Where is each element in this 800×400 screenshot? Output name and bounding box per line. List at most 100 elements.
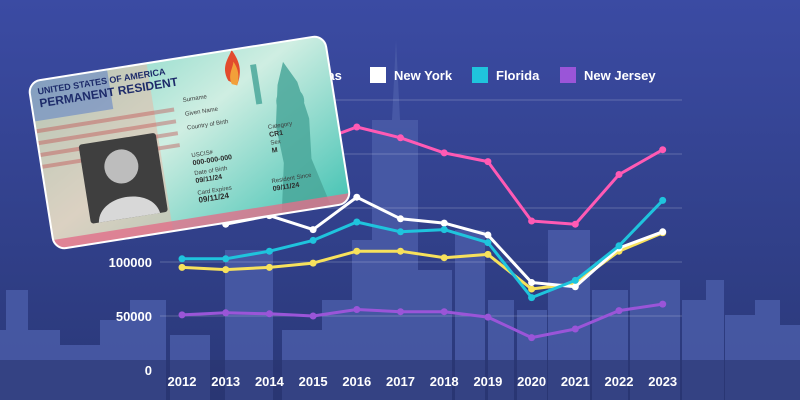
- card-field-label-4: USCIS#: [191, 150, 214, 159]
- legend-label-florida: Florida: [496, 68, 540, 83]
- point-florida-2018: [440, 226, 448, 234]
- point-texas-2016: [353, 247, 361, 255]
- card-dob-value: 09/11/24: [195, 174, 223, 185]
- point-florida-2022: [615, 242, 623, 250]
- point-new-jersey-2018: [440, 308, 448, 316]
- y-tick-label-2: 100000: [109, 255, 152, 270]
- portrait-head: [104, 149, 139, 184]
- point-florida-2014: [265, 247, 273, 255]
- statue-of-liberty-icon: [250, 61, 332, 214]
- card-resident-since-value: 09/11/24: [272, 182, 300, 193]
- point-new-york-2023: [659, 228, 667, 236]
- point-new-jersey-2014: [265, 310, 273, 318]
- point-florida-2020: [528, 294, 536, 302]
- point-new-jersey-2015: [309, 312, 317, 320]
- point-new-jersey-2017: [397, 308, 404, 316]
- point-texas-2015: [309, 259, 317, 267]
- series-new-jersey: [178, 300, 667, 342]
- point-new-jersey-2016: [353, 306, 361, 313]
- x-axis-ticks: 2012 2013 2014 2015 2016 2017 2018 2019 2020 2021…: [168, 374, 678, 389]
- point-new-jersey-2023: [659, 300, 667, 308]
- y-axis-ticks: 0 50000 100000: [109, 255, 152, 378]
- legend-label-new-jersey: New Jersey: [584, 68, 656, 83]
- x-tick-label-2015: 2015: [299, 374, 328, 389]
- x-tick-label-2020: 2020: [517, 374, 546, 389]
- x-tick-label-2016: 2016: [342, 374, 371, 389]
- card-sex-value: M: [271, 147, 278, 155]
- data-series: [178, 123, 667, 342]
- point-florida-2015: [309, 236, 317, 244]
- card-field-label-0: Surname: [182, 94, 208, 104]
- point-series-5-2016: [353, 123, 361, 131]
- point-texas-2014: [265, 263, 273, 271]
- point-florida-2017: [397, 228, 404, 236]
- point-texas-2019: [484, 250, 492, 258]
- point-new-york-2019: [484, 231, 492, 239]
- point-series-5-2023: [659, 146, 667, 154]
- point-series-5-2019: [484, 158, 492, 166]
- card-field-label-6: Card Expires: [197, 185, 232, 196]
- legend-swatch-new-jersey: [560, 67, 576, 83]
- card-field-label-3: Category: [268, 121, 293, 131]
- point-series-5-2018: [440, 149, 448, 157]
- legend-label-new-york: New York: [394, 68, 453, 83]
- point-texas-2013: [222, 266, 230, 274]
- y-tick-label-0: 0: [145, 363, 152, 378]
- torch-flame-icon: [225, 49, 240, 86]
- point-new-jersey-2012: [178, 311, 186, 319]
- point-florida-2013: [222, 255, 230, 263]
- x-tick-label-2018: 2018: [430, 374, 459, 389]
- card-field-label-8: Sex: [270, 139, 281, 147]
- series-florida: [178, 196, 667, 302]
- x-tick-label-2019: 2019: [473, 374, 502, 389]
- point-new-jersey-2019: [484, 313, 492, 321]
- point-series-5-2020: [528, 217, 536, 225]
- point-new-jersey-2013: [222, 309, 230, 317]
- point-new-jersey-2020: [528, 334, 536, 342]
- legend-swatch-new-york: [370, 67, 386, 83]
- point-series-5-2021: [571, 220, 579, 228]
- point-florida-2019: [484, 239, 492, 247]
- point-texas-2012: [178, 263, 186, 271]
- point-new-york-2020: [528, 279, 536, 286]
- legend-swatch-florida: [472, 67, 488, 83]
- point-new-york-2017: [397, 215, 404, 223]
- point-new-york-2015: [309, 226, 317, 234]
- x-tick-label-2017: 2017: [386, 374, 415, 389]
- point-texas-2018: [440, 254, 448, 262]
- point-new-york-2018: [440, 219, 448, 227]
- y-tick-label-1: 50000: [116, 309, 152, 324]
- point-florida-2012: [178, 255, 186, 263]
- card-border: [28, 35, 351, 250]
- card-category-value: CR1: [269, 130, 284, 139]
- point-new-york-2021: [571, 283, 579, 291]
- card-field-label-1: Given Name: [185, 107, 220, 118]
- green-card-image: UNITED STATES OF AMERICA PERMANENT RESID…: [28, 35, 351, 250]
- series-texas: [178, 229, 667, 293]
- series-series-5: [309, 123, 667, 228]
- point-texas-2020: [528, 285, 536, 293]
- series-line-new-jersey: [180, 302, 665, 340]
- x-tick-label-2022: 2022: [605, 374, 634, 389]
- series-line-florida: [180, 198, 665, 300]
- ground-shade: [0, 360, 800, 400]
- card-bottom-stripe: [53, 193, 351, 250]
- x-tick-label-2014: 2014: [255, 374, 285, 389]
- point-new-jersey-2022: [615, 307, 623, 315]
- x-tick-label-2021: 2021: [561, 374, 590, 389]
- point-texas-2017: [397, 247, 404, 255]
- point-florida-2023: [659, 196, 667, 204]
- x-tick-label-2012: 2012: [168, 374, 197, 389]
- point-new-york-2016: [353, 193, 361, 201]
- x-tick-label-2023: 2023: [648, 374, 677, 389]
- x-tick-label-2013: 2013: [211, 374, 240, 389]
- point-series-5-2017: [397, 134, 404, 142]
- point-series-5-2022: [615, 171, 623, 178]
- portrait-shoulders: [98, 196, 161, 223]
- flag-canton: [28, 69, 114, 122]
- series-line-texas: [180, 231, 665, 291]
- point-florida-2016: [353, 218, 361, 226]
- card-field-label-5: Date of Birth: [194, 166, 228, 177]
